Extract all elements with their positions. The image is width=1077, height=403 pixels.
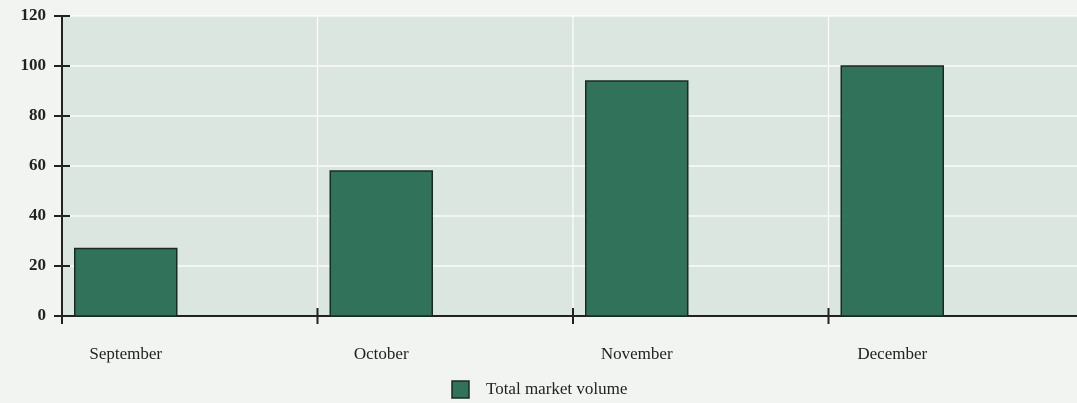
y-tick-label: 40 [29, 205, 46, 224]
y-tick-label: 120 [21, 5, 47, 24]
y-tick-label: 100 [21, 55, 47, 74]
y-tick-label: 80 [29, 105, 46, 124]
x-tick-label: December [857, 344, 927, 363]
y-tick-label: 60 [29, 155, 46, 174]
legend-swatch [451, 380, 470, 399]
x-tick-label: October [354, 344, 409, 363]
bar [585, 80, 689, 317]
y-tick-label: 0 [38, 305, 47, 324]
bar [840, 65, 944, 317]
x-tick-label: September [89, 344, 162, 363]
legend-label: Total market volume [486, 379, 627, 398]
y-tick-label: 20 [29, 255, 46, 274]
bar [74, 247, 178, 317]
x-tick-label: November [601, 344, 673, 363]
bar [329, 170, 433, 317]
